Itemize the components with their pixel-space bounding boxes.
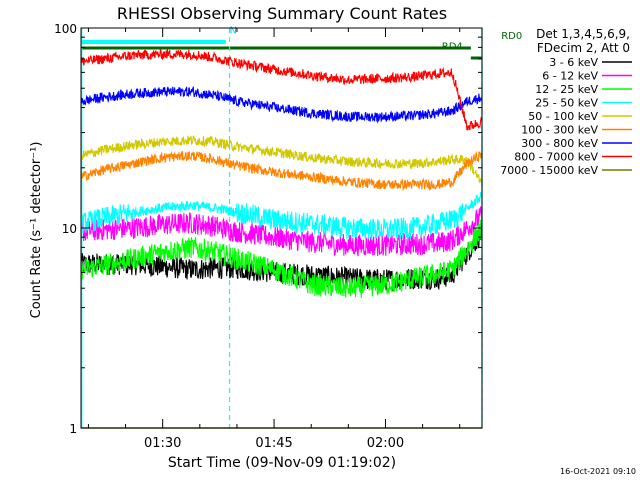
footer-stamp: 16-Oct-2021 09:10 xyxy=(560,467,636,476)
legend-label: 7000 - 15000 keV xyxy=(500,164,598,177)
legend-label: 800 - 7000 keV xyxy=(514,151,598,164)
x-axis-ticks: 01:30 01:45 02:00 xyxy=(87,28,461,451)
series-line-4 xyxy=(80,135,483,189)
legend-label: 25 - 50 keV xyxy=(535,97,598,110)
legend-label: 6 - 12 keV xyxy=(542,70,598,83)
y-axis-ticks: 1 10 100 xyxy=(54,22,482,436)
legend-label: 3 - 6 keV xyxy=(549,56,598,69)
annotation-rd4: RD4 xyxy=(442,42,463,53)
legend-label: 300 - 800 keV xyxy=(521,137,598,150)
legend-label: 100 - 300 keV xyxy=(521,124,598,137)
series-line-7 xyxy=(80,48,483,131)
series-line-5 xyxy=(80,150,483,192)
plot-area: RD0 RD4 N xyxy=(80,25,522,429)
legend-label: 12 - 25 keV xyxy=(535,83,598,96)
y-tick-label: 10 xyxy=(62,222,77,236)
state-annotations: RD0 RD4 N xyxy=(229,25,522,52)
legend-header-line-1: Det 1,3,4,5,6,9, xyxy=(536,27,630,41)
annotation-n: N xyxy=(229,25,236,36)
annotation-rd0: RD0 xyxy=(501,31,522,42)
legend-header-line-2: FDecim 2, Att 0 xyxy=(537,41,630,55)
series-line-2 xyxy=(80,217,483,299)
series-line-3 xyxy=(80,192,483,241)
y-tick-label: 100 xyxy=(54,22,77,36)
x-tick-label: 01:45 xyxy=(255,436,292,451)
legend: Det 1,3,4,5,6,9, FDecim 2, Att 0 3 - 6 k… xyxy=(500,27,632,177)
series-line-6 xyxy=(80,85,483,124)
chart-title: RHESSI Observing Summary Count Rates xyxy=(117,4,447,23)
x-tick-label: 01:30 xyxy=(144,436,181,451)
x-axis-label: Start Time (09-Nov-09 01:19:02) xyxy=(168,455,396,471)
y-tick-label: 1 xyxy=(69,422,77,436)
y-axis-label: Count Rate (s⁻¹ detector⁻¹) xyxy=(29,142,44,319)
instrument-state-bars xyxy=(81,40,482,60)
x-tick-label: 02:00 xyxy=(367,436,404,451)
legend-label: 50 - 100 keV xyxy=(528,110,598,123)
